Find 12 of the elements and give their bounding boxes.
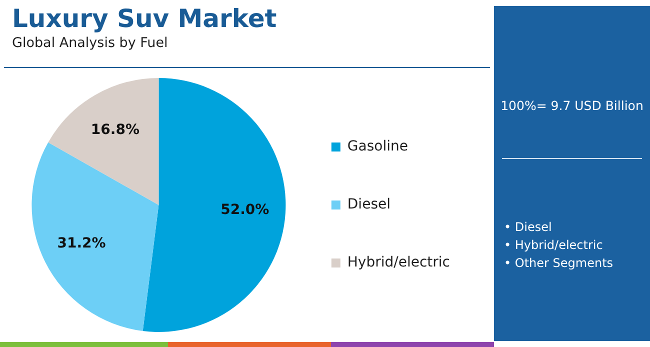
legend-label: Diesel <box>347 196 390 213</box>
chart-title: Luxury Suv Market <box>12 4 277 33</box>
text: • Other Segments <box>504 255 614 272</box>
data-label: 31.2% <box>57 235 106 252</box>
chart-subtitle: Global Analysis by Fuel <box>12 35 168 51</box>
legend-label: Gasoline <box>347 138 408 155</box>
data-label: 52.0% <box>220 202 270 218</box>
text: 100%= 9.7 USD Billion <box>500 98 644 113</box>
legend-label: Hybrid/electric <box>347 254 450 271</box>
text: • Diesel <box>504 219 553 236</box>
data-label: 16.8% <box>90 122 140 138</box>
text: • Hybrid/electric <box>504 237 604 254</box>
